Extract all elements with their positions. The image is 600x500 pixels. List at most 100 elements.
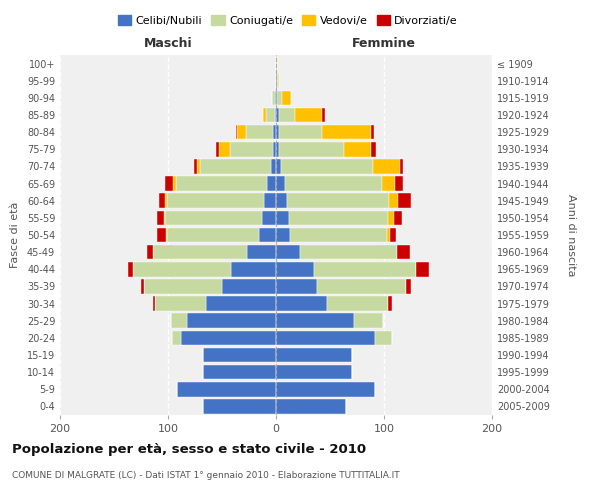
- Bar: [300, 245, 397, 260]
- Bar: [144, 279, 222, 293]
- Bar: [276, 108, 279, 122]
- Bar: [289, 210, 388, 225]
- Bar: [276, 399, 346, 413]
- Bar: [219, 142, 230, 156]
- Bar: [284, 176, 382, 191]
- Bar: [277, 74, 278, 88]
- Bar: [187, 314, 276, 328]
- Bar: [277, 90, 283, 105]
- Bar: [373, 159, 400, 174]
- Bar: [276, 382, 376, 396]
- Bar: [394, 210, 403, 225]
- Bar: [153, 245, 247, 260]
- Bar: [272, 90, 275, 105]
- Bar: [276, 159, 281, 174]
- Y-axis label: Anni di nascita: Anni di nascita: [566, 194, 577, 276]
- Bar: [276, 142, 279, 156]
- Bar: [153, 296, 155, 311]
- Bar: [236, 125, 237, 140]
- Bar: [295, 108, 322, 122]
- Bar: [276, 210, 289, 225]
- Bar: [181, 330, 276, 345]
- Bar: [388, 210, 394, 225]
- Bar: [290, 228, 387, 242]
- Bar: [395, 176, 403, 191]
- Bar: [276, 176, 284, 191]
- Bar: [276, 245, 300, 260]
- Bar: [273, 125, 276, 140]
- Bar: [276, 125, 279, 140]
- Bar: [165, 210, 262, 225]
- Bar: [203, 399, 276, 413]
- Bar: [276, 279, 317, 293]
- Bar: [268, 176, 276, 191]
- Bar: [167, 194, 264, 208]
- Bar: [215, 142, 219, 156]
- Bar: [206, 296, 276, 311]
- Bar: [317, 279, 406, 293]
- Bar: [194, 159, 197, 174]
- Bar: [275, 108, 276, 122]
- Bar: [400, 159, 403, 174]
- Bar: [391, 228, 396, 242]
- Bar: [263, 108, 266, 122]
- Bar: [141, 279, 144, 293]
- Bar: [246, 125, 273, 140]
- Bar: [387, 228, 391, 242]
- Bar: [354, 314, 383, 328]
- Bar: [314, 262, 416, 276]
- Text: Maschi: Maschi: [143, 37, 193, 50]
- Bar: [276, 56, 277, 71]
- Bar: [275, 90, 276, 105]
- Bar: [416, 262, 430, 276]
- Bar: [279, 142, 344, 156]
- Bar: [376, 330, 392, 345]
- Bar: [271, 159, 276, 174]
- Bar: [128, 262, 133, 276]
- Bar: [389, 194, 398, 208]
- Bar: [157, 210, 164, 225]
- Legend: Celibi/Nubili, Coniugati/e, Vedovi/e, Divorziati/e: Celibi/Nubili, Coniugati/e, Vedovi/e, Di…: [113, 10, 463, 30]
- Bar: [322, 108, 325, 122]
- Bar: [276, 365, 352, 380]
- Bar: [148, 245, 153, 260]
- Bar: [276, 90, 277, 105]
- Bar: [166, 228, 167, 242]
- Bar: [276, 314, 354, 328]
- Bar: [388, 296, 392, 311]
- Bar: [406, 279, 411, 293]
- Bar: [176, 382, 276, 396]
- Bar: [278, 74, 279, 88]
- Bar: [171, 314, 187, 328]
- Bar: [281, 159, 373, 174]
- Bar: [172, 330, 181, 345]
- Bar: [279, 108, 295, 122]
- Bar: [165, 176, 173, 191]
- Bar: [276, 296, 327, 311]
- Bar: [230, 262, 276, 276]
- Bar: [276, 348, 352, 362]
- Bar: [173, 176, 176, 191]
- Bar: [133, 262, 230, 276]
- Bar: [222, 279, 276, 293]
- Bar: [276, 74, 277, 88]
- Bar: [371, 142, 376, 156]
- Text: Femmine: Femmine: [352, 37, 416, 50]
- Bar: [167, 228, 259, 242]
- Bar: [266, 108, 275, 122]
- Bar: [203, 348, 276, 362]
- Bar: [283, 90, 291, 105]
- Bar: [276, 194, 287, 208]
- Bar: [273, 142, 276, 156]
- Bar: [287, 194, 389, 208]
- Bar: [279, 125, 322, 140]
- Bar: [203, 365, 276, 380]
- Bar: [197, 159, 200, 174]
- Bar: [382, 176, 395, 191]
- Bar: [237, 125, 246, 140]
- Bar: [259, 228, 276, 242]
- Bar: [165, 194, 167, 208]
- Bar: [276, 330, 376, 345]
- Bar: [322, 125, 371, 140]
- Bar: [247, 245, 276, 260]
